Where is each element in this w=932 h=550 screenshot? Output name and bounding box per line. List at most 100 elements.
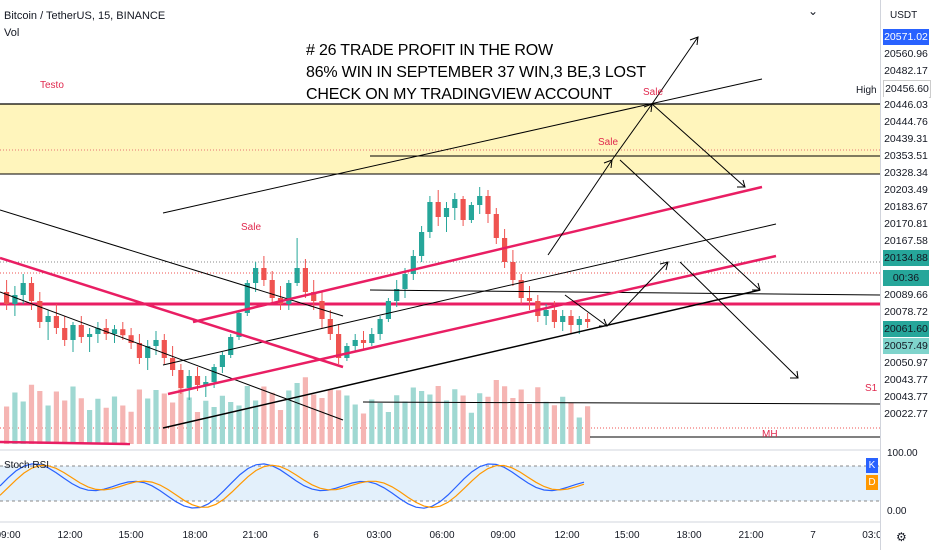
candle-body	[493, 214, 499, 238]
price-scale-label: 20043.77	[883, 389, 929, 405]
price-scale-label: 20328.34	[883, 165, 929, 181]
stoch-scale-top: 100.00	[887, 448, 918, 459]
candle-body	[535, 301, 541, 316]
candle-body	[410, 256, 416, 274]
currency-label: USDT	[890, 10, 918, 21]
price-chart[interactable]	[0, 0, 880, 550]
stoch-k-line	[0, 463, 585, 509]
candle-body	[136, 343, 142, 358]
candle-body	[543, 310, 549, 316]
candle-body	[344, 346, 350, 358]
candle-body	[294, 268, 300, 283]
time-axis-label: 09:00	[490, 530, 516, 541]
price-scale-label: 20089.66	[883, 287, 929, 303]
time-axis-label: 21:00	[738, 530, 764, 541]
candle-body	[62, 328, 68, 340]
candle-body	[228, 337, 234, 355]
candle-body	[526, 298, 533, 301]
time-axis-label: 03:0	[862, 530, 882, 541]
candle-body	[145, 346, 151, 358]
volume-bar	[286, 390, 292, 444]
annotation-line-1: # 26 TRADE PROFIT IN THE ROW	[306, 42, 553, 59]
volume-bar	[269, 392, 275, 444]
volume-bar	[568, 403, 574, 444]
candle-body	[236, 313, 242, 337]
candle-body	[78, 325, 84, 337]
volume-bar	[419, 391, 425, 444]
volume-bar	[576, 417, 582, 444]
candle-body	[244, 283, 250, 313]
volume-bar	[111, 396, 118, 444]
sale-label-mid: Sale	[598, 137, 619, 148]
volume-bar	[551, 405, 557, 444]
chart-area[interactable]: Bitcoin / TetherUS, 15, BINANCE Vol ⌄ # …	[0, 0, 882, 550]
candle-body	[443, 208, 450, 217]
candlesticks	[4, 187, 591, 400]
symbol-title[interactable]: Bitcoin / TetherUS, 15, BINANCE	[4, 10, 166, 22]
price-scale-label: 20456.60	[883, 80, 931, 98]
volume-bar	[261, 386, 267, 444]
mh-label: MH	[762, 429, 778, 440]
candle-body	[352, 340, 358, 346]
volume-bar	[510, 398, 516, 444]
time-axis-label: 18:00	[676, 530, 702, 541]
volume-bar	[526, 404, 533, 444]
candle-body	[253, 268, 259, 283]
volume-bar	[186, 397, 192, 444]
volume-bar	[45, 405, 51, 444]
time-axis-label: 09:00	[0, 530, 21, 541]
volume-bar	[236, 405, 242, 444]
volume-bar	[128, 411, 134, 444]
volume-bar	[53, 391, 59, 444]
pink-trend-line	[167, 254, 777, 396]
volume-bar	[585, 406, 591, 444]
price-scale-label: 20050.97	[883, 355, 929, 371]
candle-body	[360, 340, 367, 343]
volume-bar	[277, 410, 284, 444]
candle-body	[452, 199, 458, 208]
candle-body	[53, 316, 59, 328]
candle-body	[427, 202, 433, 232]
volume-bar	[443, 400, 450, 444]
price-scale-label: 20444.76	[883, 114, 929, 130]
volume-bar	[145, 398, 151, 444]
price-scale-label: 20446.03	[883, 97, 929, 113]
volume-bar	[485, 396, 491, 444]
projection-arrows	[547, 36, 799, 379]
volume-bar	[493, 380, 499, 444]
volume-bar	[460, 395, 466, 444]
volume-bar	[12, 392, 18, 444]
candle-body	[12, 295, 18, 304]
candle-body	[336, 334, 342, 358]
price-scale-label: 20043.77	[883, 372, 929, 388]
sale-label-left: Sale	[241, 222, 262, 233]
time-axis-label: 7	[810, 530, 816, 541]
volume-bar	[435, 386, 441, 444]
candle-body	[219, 355, 225, 367]
volume-bar	[120, 405, 126, 444]
channel-line	[0, 291, 344, 421]
channel-line	[0, 209, 344, 317]
stoch-scale-bottom: 0.00	[887, 506, 907, 517]
volume-bar	[103, 407, 109, 444]
volume-bar	[136, 389, 142, 444]
volume-label[interactable]: Vol	[4, 27, 20, 39]
volume-bar	[410, 387, 416, 444]
candle-body	[45, 316, 51, 322]
sale-label-top: Sale	[643, 87, 664, 98]
volume-bar	[87, 410, 93, 444]
stoch-rsi-label[interactable]: Stoch RSI	[4, 460, 50, 471]
price-scale-label: 20203.49	[883, 182, 929, 198]
pink-bottom-line	[0, 440, 131, 446]
volume-bar	[20, 401, 26, 444]
candle-body	[502, 238, 508, 262]
stoch-d-tag: D	[866, 475, 878, 490]
candle-body	[435, 202, 441, 217]
settings-gear-icon[interactable]: ⚙	[896, 530, 907, 544]
candle-body	[128, 335, 134, 343]
collapse-chevron-icon[interactable]: ⌄	[808, 4, 819, 18]
candle-body	[419, 232, 425, 256]
volume-bar	[211, 407, 217, 444]
price-scale-label: 20134.88	[883, 250, 929, 266]
volume-bar	[427, 394, 433, 444]
